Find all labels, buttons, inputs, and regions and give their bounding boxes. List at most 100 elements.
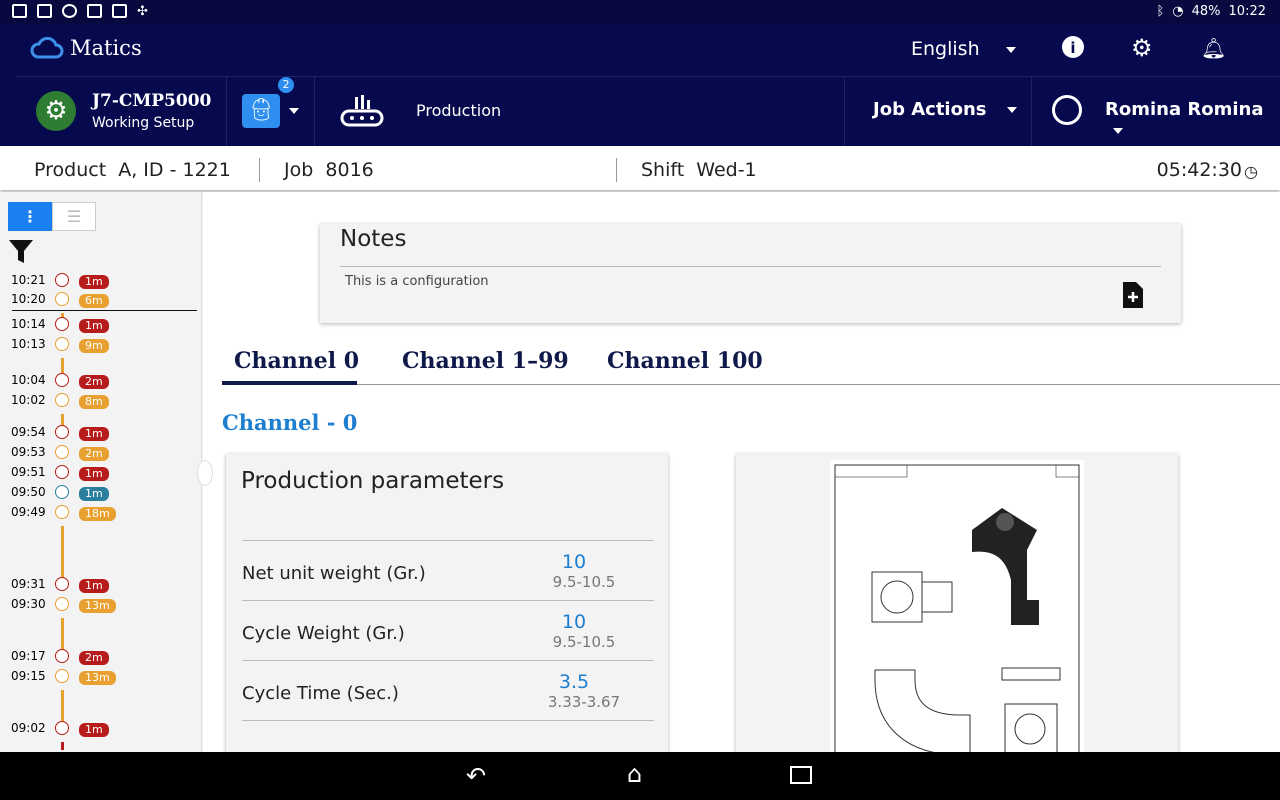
department-label[interactable]: Production	[416, 101, 502, 120]
timeline-event[interactable]: 10:14 1m	[0, 317, 200, 333]
gear-icon[interactable]: ⚙	[1131, 34, 1153, 62]
event-duration-badge: 6m	[79, 294, 109, 308]
event-time: 10:20	[11, 292, 46, 306]
timeline-connector	[61, 618, 64, 658]
timeline-event[interactable]: 09:49 18m	[0, 505, 200, 521]
fan-icon: ✣	[137, 4, 148, 19]
chevron-down-icon	[1005, 46, 1016, 53]
channel-title: Channel - 0	[222, 410, 358, 435]
app-logo: Matics	[30, 36, 142, 60]
job-actions-menu[interactable]: Job Actions	[873, 99, 1017, 120]
event-duration-badge: 8m	[79, 395, 109, 409]
event-time: 10:02	[11, 393, 46, 407]
tab-channel[interactable]: Channel 100	[607, 348, 763, 374]
bluetooth-icon: ᛒ	[1156, 4, 1165, 19]
timeline-event[interactable]: 10:04 2m	[0, 373, 200, 389]
tab-channel[interactable]: Channel 0	[234, 348, 360, 374]
machine-name[interactable]: J7-CMP5000	[92, 91, 212, 111]
event-duration-badge: 1m	[79, 319, 109, 333]
user-name: Romina Romina	[1105, 99, 1264, 120]
event-node-icon	[55, 649, 69, 663]
info-icon[interactable]: i	[1062, 36, 1084, 58]
sidebar-collapse-handle[interactable]	[197, 460, 213, 486]
timeline-connector	[61, 526, 64, 586]
timeline-event[interactable]: 09:17 2m	[0, 649, 200, 665]
language-select[interactable]: English	[911, 38, 1016, 60]
timeline-event[interactable]: 10:20 6m	[0, 292, 200, 308]
chevron-down-icon[interactable]	[289, 108, 299, 114]
timeline-event[interactable]: 09:15 13m	[0, 669, 200, 685]
event-node-icon	[55, 317, 69, 331]
bell-icon[interactable]: 🔔︎	[1201, 36, 1227, 60]
event-node-icon	[55, 485, 69, 499]
timeline-event[interactable]: 09:31 1m	[0, 577, 200, 593]
wifi-icon: ◔	[1172, 4, 1184, 19]
event-duration-badge: 2m	[79, 651, 109, 665]
filter-icon[interactable]	[8, 238, 34, 264]
list-view-toggle[interactable]: ☰	[52, 202, 96, 231]
event-time: 09:50	[11, 485, 46, 499]
back-icon[interactable]: ↶	[466, 762, 487, 790]
event-duration-badge: 13m	[79, 599, 116, 613]
parameter-row: Cycle Weight (Gr.) 10 9.5-10.5	[242, 600, 654, 660]
parameter-range: 9.5-10.5	[552, 573, 616, 591]
timeline-view-toggle[interactable]: ⋮	[8, 202, 52, 231]
event-time: 10:14	[11, 317, 46, 331]
timeline-event[interactable]: 09:53 2m	[0, 445, 200, 461]
parameter-value: 10	[561, 551, 587, 573]
event-duration-badge: 1m	[79, 487, 109, 501]
product-drawing-card	[736, 454, 1178, 764]
notes-title: Notes	[340, 226, 407, 252]
event-node-icon	[55, 445, 69, 459]
event-duration-badge: 13m	[79, 671, 116, 685]
timeline-connector	[61, 358, 64, 382]
machine-status-icon[interactable]: ⚙	[36, 91, 76, 131]
timeline-event[interactable]: 09:50 1m	[0, 485, 200, 501]
timeline-event[interactable]: 09:51 1m	[0, 465, 200, 481]
event-node-icon	[55, 597, 69, 611]
event-duration-badge: 2m	[79, 447, 109, 461]
event-duration-badge: 2m	[79, 375, 109, 389]
event-node-icon	[55, 505, 69, 519]
timeline-event[interactable]: 09:02 1m	[0, 721, 200, 737]
operator-icon[interactable]: 👷︎	[242, 94, 280, 128]
parameter-value: 3.5	[558, 671, 590, 693]
chevron-down-icon	[1006, 107, 1017, 113]
add-note-icon[interactable]	[1123, 282, 1143, 308]
job-info-bar: Product A, ID - 1221 Job 8016 Shift Wed-…	[0, 146, 1280, 190]
home-icon[interactable]: ⌂	[627, 760, 643, 788]
tab-channel[interactable]: Channel 1–99	[402, 348, 569, 374]
timeline-event[interactable]: 10:21 1m	[0, 273, 200, 289]
machine-bar: ⚙ J7-CMP5000 Working Setup 👷︎ 2 Producti…	[16, 76, 1280, 146]
event-time: 09:53	[11, 445, 46, 459]
parameter-label: Net unit weight (Gr.)	[242, 563, 426, 584]
parameter-range: 9.5-10.5	[552, 633, 616, 651]
timeline-event[interactable]: 10:13 9m	[0, 337, 200, 353]
parameter-row: Cycle Time (Sec.) 3.5 3.33-3.67	[242, 660, 654, 720]
event-duration-badge: 1m	[79, 467, 109, 481]
event-time: 10:13	[11, 337, 46, 351]
user-menu[interactable]: Romina Romina	[1105, 99, 1280, 141]
notes-text: This is a configuration	[345, 274, 489, 289]
timeline-event[interactable]: 10:02 8m	[0, 393, 200, 409]
shift-timer: 05:42:30	[1156, 159, 1242, 181]
event-node-icon	[55, 292, 69, 306]
timeline-connector	[61, 690, 64, 730]
event-duration-badge: 1m	[79, 723, 109, 737]
timeline-event[interactable]: 09:54 1m	[0, 425, 200, 441]
event-duration-badge: 1m	[79, 579, 109, 593]
technical-drawing-image[interactable]	[830, 460, 1084, 760]
timeline-event[interactable]: 09:30 13m	[0, 597, 200, 613]
conveyor-icon	[340, 95, 384, 127]
event-node-icon	[55, 669, 69, 683]
parameter-label: Cycle Weight (Gr.)	[242, 623, 405, 644]
parameter-value: 10	[561, 611, 587, 633]
active-tab-indicator	[222, 381, 357, 385]
production-parameters-title: Production parameters	[241, 468, 505, 494]
user-avatar-icon[interactable]	[1052, 95, 1082, 125]
notification-icons: ✣	[12, 4, 152, 19]
event-duration-badge: 1m	[79, 427, 109, 441]
notes-card: Notes This is a configuration	[320, 224, 1181, 323]
timeline-connector	[61, 414, 64, 434]
recents-icon[interactable]	[790, 766, 812, 784]
